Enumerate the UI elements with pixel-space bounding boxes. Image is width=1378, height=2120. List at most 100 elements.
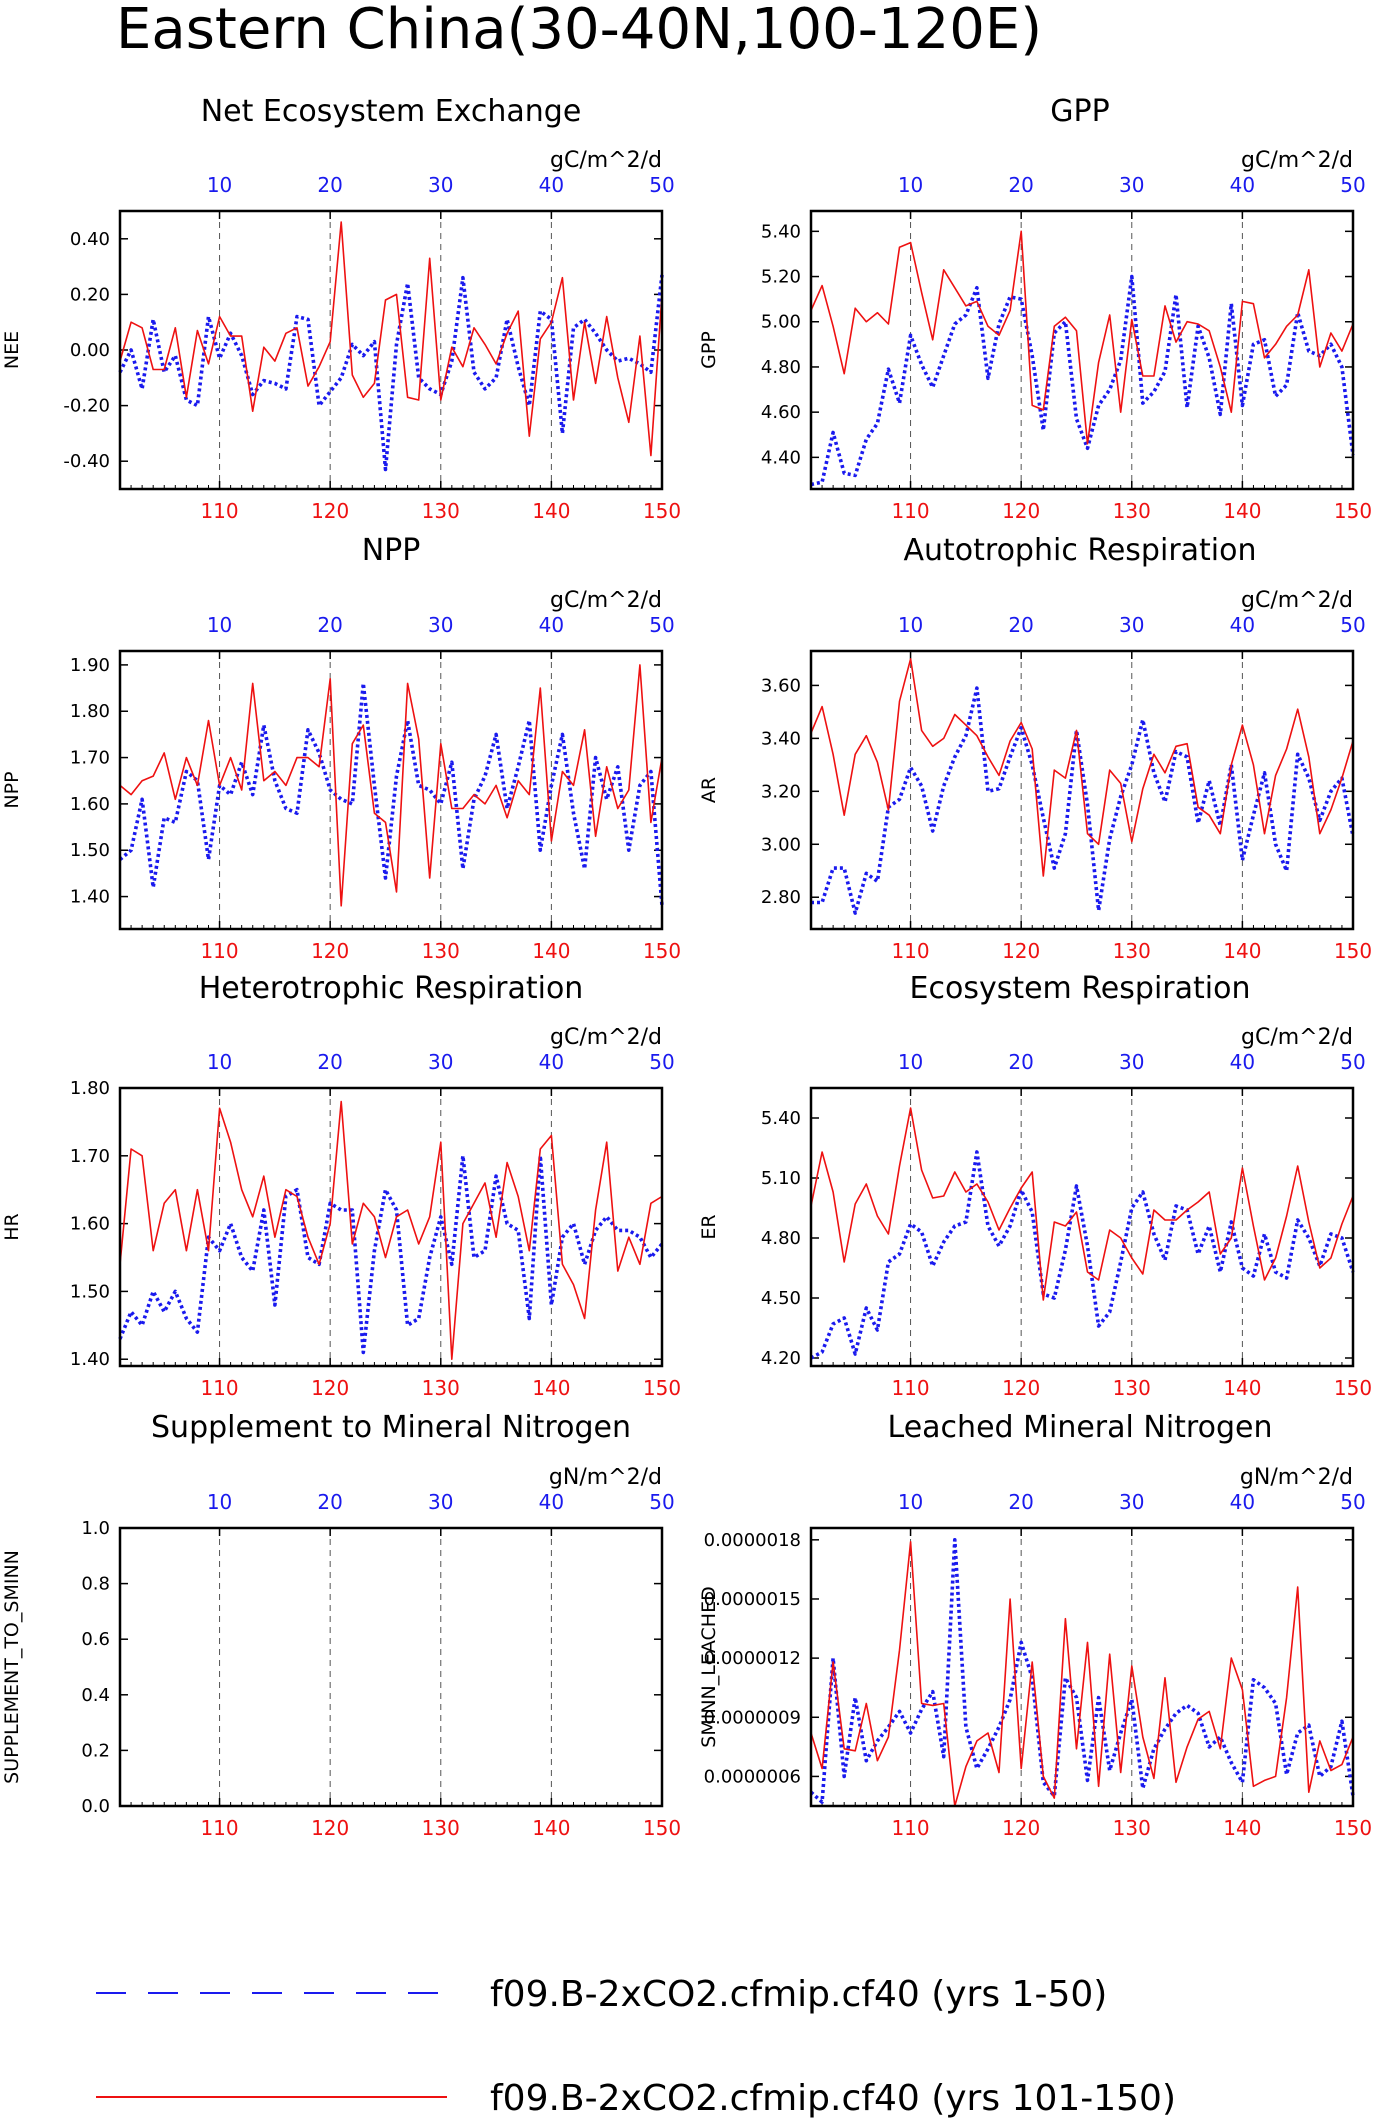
units-label: gC/m^2/d — [550, 588, 662, 613]
x-tick-label-top: 10 — [207, 1490, 232, 1514]
y-tick-label: 1.60 — [70, 1214, 110, 1235]
plot-frame — [809, 1086, 1355, 1368]
y-tick-label: 0.00 — [70, 340, 110, 361]
x-tick-label-top: 50 — [649, 613, 674, 637]
x-tick-label-bottom: 140 — [1223, 1376, 1261, 1400]
y-tick-label: 4.20 — [761, 1348, 801, 1369]
y-axis-label: NPP — [1, 771, 23, 808]
x-tick-label-top: 20 — [1008, 173, 1033, 197]
y-tick-label: 5.00 — [761, 312, 801, 333]
x-tick-label-bottom: 120 — [311, 1376, 349, 1400]
x-tick-label-top: 50 — [1340, 1050, 1365, 1074]
x-tick-label-bottom: 120 — [1002, 1816, 1040, 1840]
x-tick-label-top: 30 — [428, 1490, 453, 1514]
x-tick-label-top: 50 — [649, 173, 674, 197]
series-line-2 — [810, 230, 1354, 445]
x-tick-label-top: 50 — [1340, 173, 1365, 197]
x-tick-label-bottom: 130 — [1113, 939, 1151, 963]
y-tick-label: 4.80 — [761, 357, 801, 378]
x-tick-label-top: 20 — [1008, 1050, 1033, 1074]
units-label: gN/m^2/d — [549, 1465, 662, 1490]
x-tick-label-bottom: 120 — [1002, 939, 1040, 963]
x-tick-label-bottom: 110 — [200, 499, 238, 523]
x-tick-label-top: 20 — [317, 173, 342, 197]
y-tick-label: -0.20 — [63, 396, 110, 417]
x-tick-label-bottom: 110 — [891, 939, 929, 963]
y-tick-label: 0.6 — [81, 1629, 110, 1650]
plot-frame — [809, 209, 1355, 491]
panel-title: Net Ecosystem Exchange — [201, 94, 582, 129]
x-tick-label-bottom: 150 — [643, 499, 681, 523]
y-tick-label: 3.20 — [761, 781, 801, 802]
y-tick-label: 1.80 — [70, 1078, 110, 1099]
x-tick-label-top: 20 — [317, 613, 342, 637]
x-tick-label-top: 30 — [1119, 1050, 1144, 1074]
x-tick-label-bottom: 110 — [891, 1816, 929, 1840]
y-axis-label: GPP — [698, 331, 720, 369]
y-tick-label: 0.0000006 — [704, 1766, 801, 1787]
y-tick-label: 1.40 — [70, 887, 110, 908]
x-tick-label-top: 10 — [898, 1050, 923, 1074]
x-tick-label-top: 40 — [539, 173, 564, 197]
series-line-1 — [810, 1150, 1355, 1360]
units-label: gN/m^2/d — [1240, 1465, 1353, 1490]
x-tick-label-bottom: 140 — [532, 1376, 570, 1400]
x-tick-label-top: 50 — [1340, 613, 1365, 637]
x-tick-label-bottom: 110 — [200, 939, 238, 963]
panel-6: Ecosystem Respiration gC/m^2/d ER 110 10 120 2… — [698, 971, 1372, 1400]
panel-4: Autotrophic Respiration gC/m^2/d AR 110 10 12… — [698, 533, 1372, 963]
x-tick-label-bottom: 150 — [1334, 1816, 1372, 1840]
panel-title: NPP — [362, 533, 421, 568]
x-tick-label-top: 10 — [898, 1490, 923, 1514]
x-tick-label-top: 30 — [428, 613, 453, 637]
plot-frame — [118, 1526, 664, 1808]
units-label: gC/m^2/d — [550, 1025, 662, 1050]
x-tick-label-top: 40 — [539, 1050, 564, 1074]
x-tick-label-top: 10 — [207, 613, 232, 637]
x-tick-label-bottom: 150 — [643, 1816, 681, 1840]
units-label: gC/m^2/d — [1241, 1025, 1353, 1050]
y-tick-label: 0.0 — [81, 1796, 110, 1817]
x-tick-label-bottom: 130 — [422, 939, 460, 963]
y-tick-label: 1.0 — [81, 1518, 110, 1539]
x-tick-label-top: 20 — [1008, 1490, 1033, 1514]
y-tick-label: 0.0000012 — [704, 1648, 801, 1669]
y-tick-label: 0.0000009 — [704, 1707, 801, 1728]
x-tick-label-bottom: 130 — [1113, 1816, 1151, 1840]
x-tick-label-bottom: 150 — [643, 1376, 681, 1400]
series-line-2 — [119, 664, 663, 907]
x-tick-label-top: 10 — [207, 1050, 232, 1074]
x-tick-label-top: 40 — [1230, 1490, 1255, 1514]
x-tick-label-bottom: 150 — [1334, 939, 1372, 963]
y-tick-label: 5.40 — [761, 221, 801, 242]
x-tick-label-bottom: 120 — [1002, 1376, 1040, 1400]
y-tick-label: 5.40 — [761, 1108, 801, 1129]
legend: f09.B-2xCO2.cfmip.cf40 (yrs 1-50) f09.B-… — [96, 1974, 1176, 2119]
panel-2: GPP gC/m^2/d GPP 110 10 120 20 130 30 140 40 150 50 4… — [698, 94, 1372, 523]
y-tick-label: 0.40 — [70, 229, 110, 250]
x-tick-label-bottom: 130 — [1113, 499, 1151, 523]
x-tick-label-top: 50 — [649, 1490, 674, 1514]
x-tick-label-top: 30 — [428, 173, 453, 197]
x-tick-label-bottom: 140 — [532, 939, 570, 963]
x-tick-label-top: 30 — [1119, 613, 1144, 637]
x-tick-label-bottom: 120 — [311, 499, 349, 523]
series-line-2 — [119, 1100, 663, 1360]
y-tick-label: 2.80 — [761, 887, 801, 908]
x-tick-label-bottom: 120 — [311, 939, 349, 963]
y-tick-label: 5.10 — [761, 1168, 801, 1189]
y-axis-label: ER — [698, 1214, 720, 1239]
x-tick-label-top: 40 — [1230, 173, 1255, 197]
y-tick-label: 0.20 — [70, 284, 110, 305]
series-line-1 — [811, 686, 1355, 915]
x-tick-label-bottom: 140 — [532, 499, 570, 523]
y-tick-label: 0.8 — [81, 1574, 110, 1595]
series-line-1 — [118, 1154, 664, 1355]
x-tick-label-top: 40 — [1230, 613, 1255, 637]
y-tick-label: 1.80 — [70, 701, 110, 722]
x-tick-label-bottom: 110 — [891, 1376, 929, 1400]
x-tick-label-bottom: 140 — [532, 1816, 570, 1840]
y-axis-label: HR — [1, 1213, 23, 1241]
x-tick-label-bottom: 130 — [422, 1376, 460, 1400]
y-tick-label: 0.0000018 — [704, 1530, 801, 1551]
